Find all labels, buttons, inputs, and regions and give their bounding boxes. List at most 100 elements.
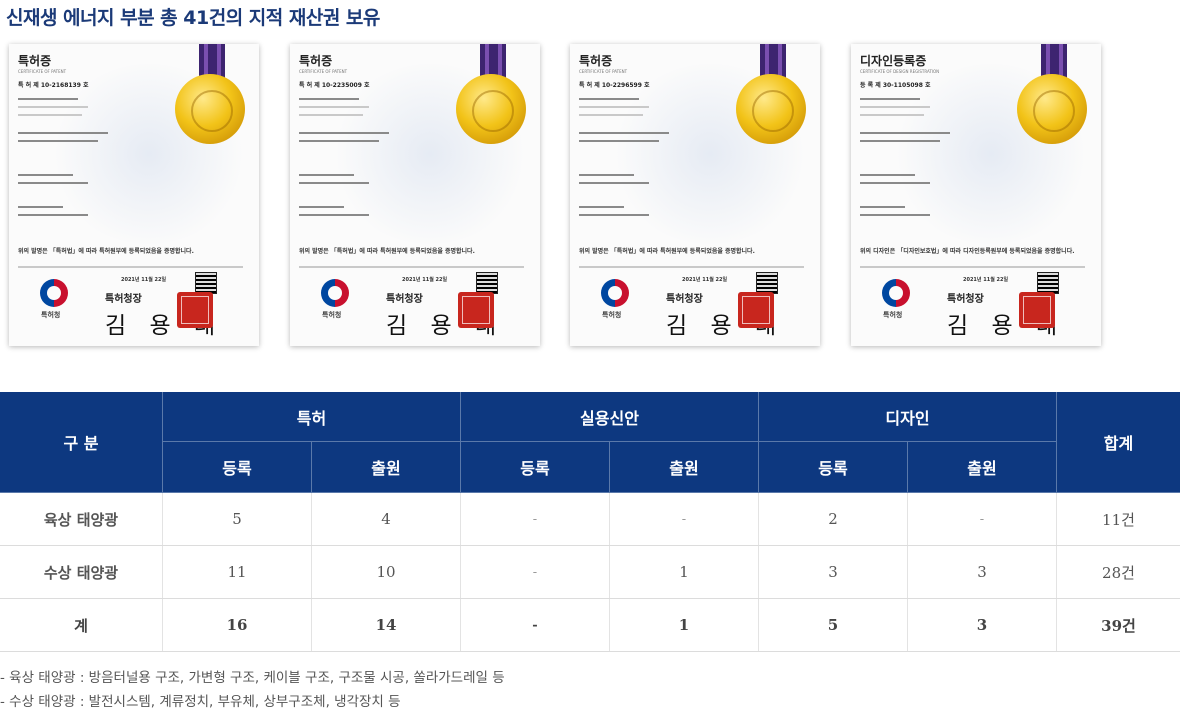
table-cell: 3 xyxy=(907,545,1057,599)
official-seal-icon xyxy=(458,292,494,328)
text-line xyxy=(579,206,624,208)
text-line xyxy=(579,266,804,268)
government-emblem-icon xyxy=(601,279,629,307)
text-line xyxy=(579,140,659,142)
text-line xyxy=(299,266,524,268)
qr-code-icon xyxy=(195,272,217,294)
certificate-date: 2021년 11월 22일 xyxy=(963,277,1009,283)
note-land-solar: - 육상 태양광 : 방음터널용 구조, 가변형 구조, 케이블 구조, 구조물… xyxy=(0,670,505,686)
text-line xyxy=(299,114,363,116)
text-line xyxy=(18,174,73,176)
text-line xyxy=(18,266,243,268)
text-line xyxy=(860,114,924,116)
qr-code-icon xyxy=(756,272,778,294)
medal-icon xyxy=(175,74,245,144)
certificate-statement: 위의 발명은 「특허법」에 따라 특허원부에 등록되었음을 증명합니다. xyxy=(18,248,194,255)
text-line xyxy=(299,132,389,134)
subheader-design-applied: 출원 xyxy=(907,441,1057,493)
row-total: 11건 xyxy=(1056,492,1180,546)
certificate-date: 2021년 11월 22일 xyxy=(402,277,448,283)
table-cell: - xyxy=(460,545,610,599)
text-line xyxy=(579,98,639,100)
certificate-gallery: 특허증 CERTIFICATE OF PATENT 특 허 제 10-2168139… xyxy=(0,44,1180,348)
row-label: 계 xyxy=(0,598,163,652)
subheader-patent-applied: 출원 xyxy=(311,441,461,493)
table-cell: - xyxy=(609,492,759,546)
table-cell: 10 xyxy=(311,545,461,599)
text-line xyxy=(299,98,359,100)
text-line xyxy=(18,214,88,216)
certificate-card: 디자인등록증 CERTIFICATE OF DESIGN REGISTRATION… xyxy=(851,44,1101,346)
text-line xyxy=(299,174,354,176)
header-group-patent: 특허 xyxy=(162,392,461,442)
row-total: 28건 xyxy=(1056,545,1180,599)
text-line xyxy=(579,106,649,108)
certificate-heading: 디자인등록증 xyxy=(860,54,927,68)
table-cell: - xyxy=(907,492,1057,546)
certificate-number: 특 허 제 10-2235009 호 xyxy=(299,82,370,89)
text-line xyxy=(299,206,344,208)
text-line xyxy=(579,114,643,116)
issuing-office: 특허청장 xyxy=(666,294,703,305)
table-cell: 5 xyxy=(758,598,908,652)
text-line xyxy=(18,106,88,108)
table-cell: - xyxy=(460,492,610,546)
certificate-heading: 특허증 xyxy=(18,54,52,68)
text-line xyxy=(860,266,1085,268)
certificate-number: 등 록 제 30-1105098 호 xyxy=(860,82,931,89)
official-seal-icon xyxy=(1019,292,1055,328)
qr-code-icon xyxy=(1037,272,1059,294)
table-cell: 1 xyxy=(609,545,759,599)
table-cell: 14 xyxy=(311,598,461,652)
subheader-utility-applied: 출원 xyxy=(609,441,759,493)
certificate-subtitle: CERTIFICATE OF PATENT xyxy=(579,69,628,74)
header-category: 구 분 xyxy=(0,392,163,493)
row-label: 수상 태양광 xyxy=(0,545,163,599)
row-total: 39건 xyxy=(1056,598,1180,652)
qr-code-icon xyxy=(476,272,498,294)
notes: - 육상 태양광 : 방음터널용 구조, 가변형 구조, 케이블 구조, 구조물… xyxy=(0,666,505,714)
certificate-number: 특 허 제 10-2168139 호 xyxy=(18,82,89,89)
official-seal-icon xyxy=(177,292,213,328)
subheader-patent-registered: 등록 xyxy=(162,441,312,493)
text-line xyxy=(579,214,649,216)
certificate-statement: 위의 발명은 「특허법」에 따라 특허원부에 등록되었음을 증명합니다. xyxy=(579,248,755,255)
table-cell: 4 xyxy=(311,492,461,546)
medal-icon xyxy=(456,74,526,144)
certificate-number: 특 허 제 10-2296599 호 xyxy=(579,82,650,89)
text-line xyxy=(299,182,369,184)
certificate-heading: 특허증 xyxy=(579,54,613,68)
table-row: 수상 태양광 11 10-1 3 3 28건 xyxy=(0,545,1180,599)
text-line xyxy=(18,98,78,100)
issuing-office: 특허청장 xyxy=(386,294,423,305)
text-line xyxy=(18,132,108,134)
emblem-label: 특허청 xyxy=(41,311,61,319)
medal-icon xyxy=(736,74,806,144)
text-line xyxy=(299,106,369,108)
text-line xyxy=(860,106,930,108)
emblem-label: 특허청 xyxy=(883,311,903,319)
note-floating-solar: - 수상 태양광 : 발전시스템, 계류정치, 부유체, 상부구조체, 냉각장치… xyxy=(0,694,401,710)
certificate-statement: 위의 발명은 「특허법」에 따라 특허원부에 등록되었음을 증명합니다. xyxy=(299,248,475,255)
text-line xyxy=(18,114,82,116)
issuing-office: 특허청장 xyxy=(947,294,984,305)
certificate-card: 특허증 CERTIFICATE OF PATENT 특 허 제 10-2235009… xyxy=(290,44,540,346)
page-title: 신재생 에너지 부분 총 41건의 지적 재산권 보유 xyxy=(6,7,380,29)
subheader-design-registered: 등록 xyxy=(758,441,908,493)
certificate-statement: 위의 디자인은 「디자인보호법」에 따라 디자인등록원부에 등록되었음을 증명합… xyxy=(860,248,1075,255)
header-group-design: 디자인 xyxy=(758,392,1057,442)
header-total: 합계 xyxy=(1056,392,1180,493)
text-line xyxy=(860,214,930,216)
emblem-label: 특허청 xyxy=(602,311,622,319)
certificate-card: 특허증 CERTIFICATE OF PATENT 특 허 제 10-2296599… xyxy=(570,44,820,346)
certificate-subtitle: CERTIFICATE OF DESIGN REGISTRATION xyxy=(860,69,940,74)
table-cell: 2 xyxy=(758,492,908,546)
text-line xyxy=(860,132,950,134)
emblem-label: 특허청 xyxy=(322,311,342,319)
table-cell: 3 xyxy=(907,598,1057,652)
ip-summary-table: 구 분 특허 실용신안 디자인 합계 등록 출원 등록 출원 등록 출원 육상 … xyxy=(0,392,1180,652)
certificate-date: 2021년 11월 22일 xyxy=(682,277,728,283)
official-seal-icon xyxy=(738,292,774,328)
government-emblem-icon xyxy=(882,279,910,307)
certificate-heading: 특허증 xyxy=(299,54,333,68)
